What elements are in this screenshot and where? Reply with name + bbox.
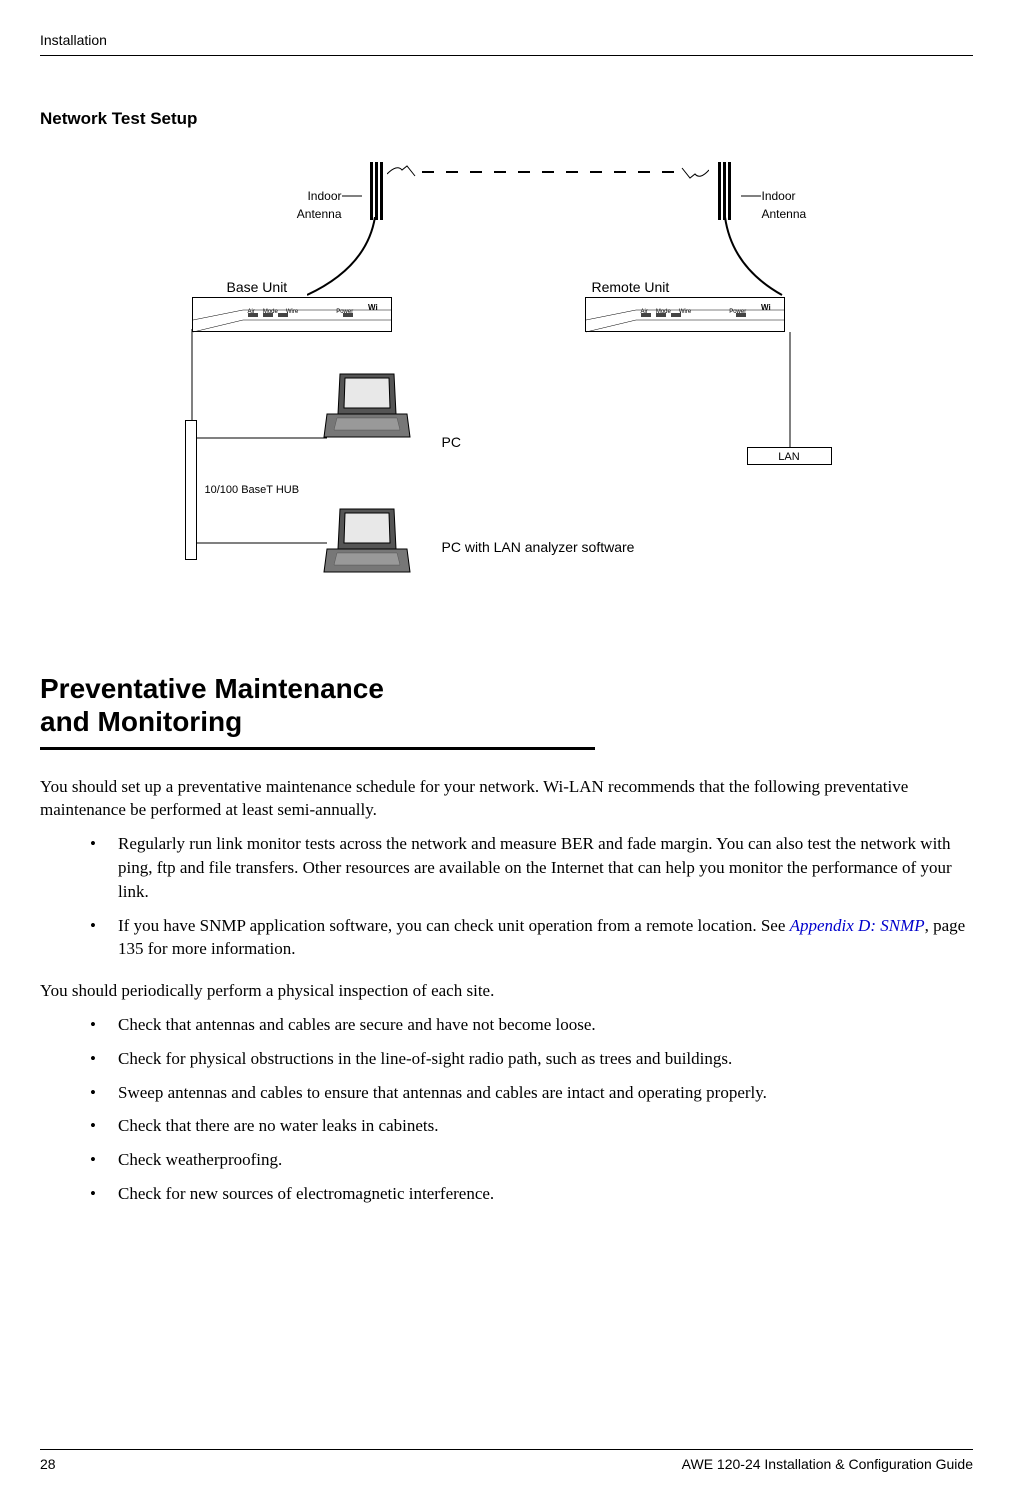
line-hub-to-pc1	[197, 437, 327, 440]
mode-label-2: Mode	[656, 308, 671, 317]
page-number: 28	[40, 1454, 56, 1475]
air-label-2: Air	[641, 308, 648, 317]
header-section: Installation	[40, 30, 973, 56]
para1: You should set up a preventative mainten…	[40, 775, 973, 823]
antenna-left-connector	[342, 195, 362, 197]
mode-label: Mode	[263, 308, 278, 317]
pc-label: PC	[442, 432, 461, 453]
pc-analyzer-label: PC with LAN analyzer software	[442, 537, 635, 558]
subsection-title: Network Test Setup	[40, 106, 973, 132]
list-item: Check for new sources of electromagnetic…	[90, 1182, 973, 1206]
list-item: Check for physical obstructions in the l…	[90, 1047, 973, 1071]
list-item: Regularly run link monitor tests across …	[90, 832, 973, 903]
list-item: Check weatherproofing.	[90, 1148, 973, 1172]
section-title-l1: Preventative Maintenance	[40, 673, 384, 704]
appendix-link[interactable]: Appendix D: SNMP	[790, 916, 925, 935]
laptop-icon-1	[322, 372, 412, 442]
air-label: Air	[248, 308, 255, 317]
antenna-right-icon	[710, 162, 740, 222]
antenna-right-connector	[741, 195, 761, 197]
wireless-link	[387, 162, 709, 192]
laptop-icon-2	[322, 507, 412, 577]
wire-label-2: Wire	[679, 308, 691, 317]
svg-text:Wi: Wi	[368, 303, 378, 312]
bullet-text: If you have SNMP application software, y…	[118, 916, 790, 935]
para2: You should periodically perform a physic…	[40, 979, 973, 1003]
wire-label: Wire	[286, 308, 298, 317]
list-item: Sweep antennas and cables to ensure that…	[90, 1081, 973, 1105]
bullet-list-2: Check that antennas and cables are secur…	[90, 1013, 973, 1206]
lan-box: LAN	[747, 447, 832, 465]
section-title-l2: and Monitoring	[40, 706, 242, 737]
svg-text:Wi: Wi	[761, 303, 771, 312]
list-item: Check that antennas and cables are secur…	[90, 1013, 973, 1037]
power-label: Power	[336, 308, 353, 317]
list-item: Check that there are no water leaks in c…	[90, 1114, 973, 1138]
line-remote-to-lan	[788, 332, 792, 447]
section-rule	[40, 747, 595, 750]
section-title: Preventative Maintenance and Monitoring	[40, 672, 973, 739]
line-base-to-hub	[190, 329, 194, 421]
page-footer: 28 AWE 120-24 Installation & Configurati…	[40, 1449, 973, 1475]
remote-unit-box: Wi Air Mode Wire Power	[585, 297, 785, 332]
list-item: If you have SNMP application software, y…	[90, 914, 973, 962]
bullet-list-1: Regularly run link monitor tests across …	[90, 832, 973, 961]
cable-right	[722, 217, 802, 302]
guide-title: AWE 120-24 Installation & Configuration …	[682, 1454, 973, 1475]
line-hub-to-pc2	[197, 542, 327, 545]
power-label-2: Power	[729, 308, 746, 317]
hub-box	[185, 420, 197, 560]
network-diagram: Indoor Antenna Indoor Antenna Base Unit …	[107, 162, 907, 612]
cable-left	[307, 217, 387, 302]
base-unit-box: Wi Air Mode Wire Power	[192, 297, 392, 332]
base-unit-label: Base Unit	[227, 277, 288, 298]
remote-unit-label: Remote Unit	[592, 277, 670, 298]
hub-label: 10/100 BaseT HUB	[205, 482, 300, 499]
